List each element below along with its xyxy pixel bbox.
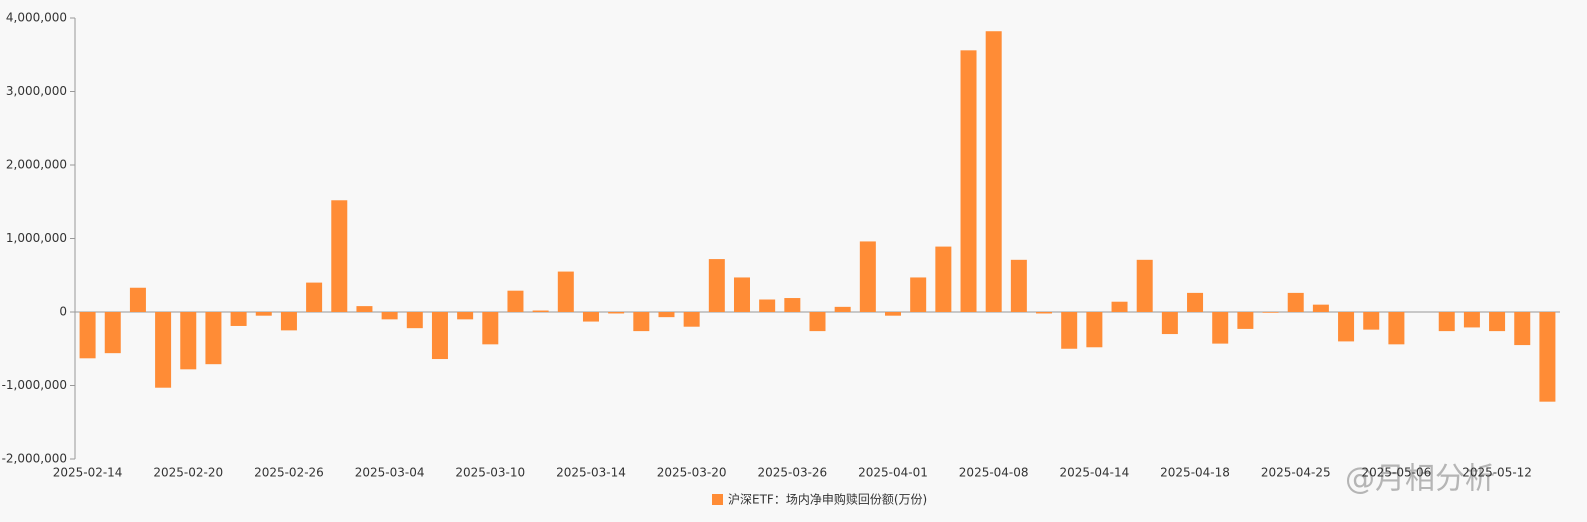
y-tick-label: 3,000,000 [6,84,67,98]
bar [155,312,172,388]
x-tick-label: 2025-04-14 [1059,466,1129,480]
bar [1489,312,1506,332]
y-tick-label: 1,000,000 [6,231,67,245]
y-tick-label: 4,000,000 [6,11,67,25]
bar [306,282,323,312]
bar [834,306,851,312]
bar [557,271,574,312]
x-tick-label: 2025-02-20 [153,466,223,480]
bar [205,312,222,365]
bar [608,312,625,314]
bar [582,312,599,322]
bar [985,31,1002,312]
bar [1036,312,1053,314]
bar [633,312,650,332]
bar [280,312,297,331]
bar [683,312,700,327]
bar [180,312,197,370]
x-tick-label: 2025-03-20 [657,466,727,480]
bar [1111,301,1128,312]
bar [658,312,675,318]
bar [708,259,725,312]
bar [1061,312,1078,349]
x-tick-label: 2025-02-14 [53,466,123,480]
bar [1312,304,1329,312]
bar [859,241,876,312]
bar [784,298,801,312]
bar [507,290,524,312]
bar [1539,312,1556,402]
y-tick-label: 2,000,000 [6,158,67,172]
bar [1237,312,1254,329]
x-tick-label: 2025-02-26 [254,466,324,480]
bar [759,299,776,312]
x-tick-label: 2025-03-10 [455,466,525,480]
bar [104,312,121,354]
bar [1463,312,1480,328]
watermark: @月相分析 [1345,462,1495,497]
bar [532,310,549,312]
x-tick-label: 2025-04-08 [959,466,1029,480]
x-tick-label: 2025-04-25 [1261,466,1331,480]
x-tick-label: 2025-05-12 [1462,466,1532,480]
y-tick-label: -1,000,000 [2,378,67,392]
x-tick-label: 2025-03-04 [355,466,425,480]
y-tick-label: 0 [59,305,67,319]
bar [1010,259,1027,312]
bar [733,277,750,312]
bar [960,50,977,313]
bar [935,246,952,312]
y-tick-label: -2,000,000 [2,452,67,466]
bar [457,312,474,320]
bar [1136,259,1153,312]
legend-label: 沪深ETF：场内净申购赎回份额(万份) [728,492,927,507]
bar [1161,312,1178,335]
bar [1338,312,1355,342]
bar [255,312,272,316]
bar [381,312,398,320]
bar [910,277,927,312]
x-tick-label: 2025-03-26 [757,466,827,480]
bar [331,200,348,312]
bar [809,312,826,332]
bar [1086,312,1103,348]
bar [1287,292,1304,312]
bar [129,287,146,312]
bar [885,312,902,316]
x-tick-label: 2025-05-06 [1362,466,1432,480]
x-tick-label: 2025-04-01 [858,466,928,480]
bar [1363,312,1380,330]
bar [1438,312,1455,332]
bar [482,312,499,345]
bar [431,312,448,360]
bar [1187,292,1204,312]
bar [1262,312,1279,313]
bar [406,312,423,329]
x-tick-label: 2025-04-18 [1160,466,1230,480]
bar [1388,312,1405,345]
bar [1514,312,1531,346]
bar [1212,312,1229,344]
bar [356,306,373,312]
legend-swatch [712,494,723,505]
bar [79,312,96,359]
x-tick-label: 2025-03-14 [556,466,626,480]
bar [230,312,247,326]
